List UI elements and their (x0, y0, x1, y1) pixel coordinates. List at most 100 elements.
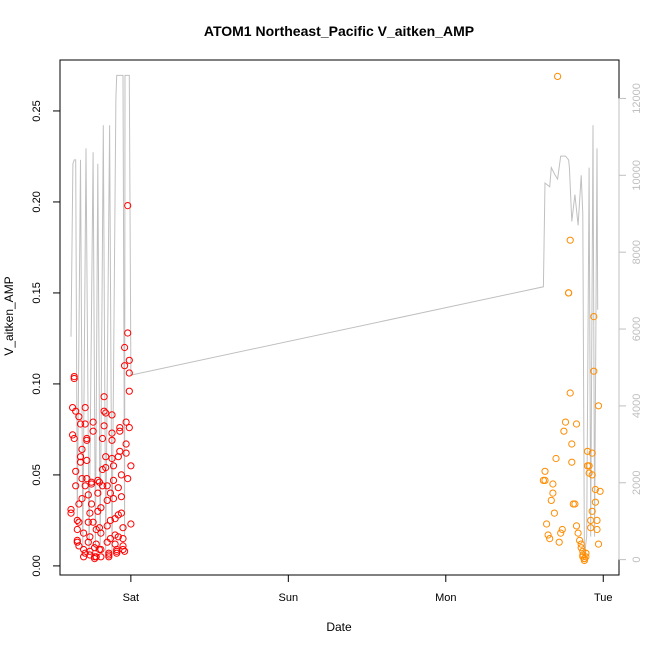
scatter-point-series-2 (588, 507, 596, 515)
scatter-point-series-1 (100, 407, 108, 415)
scatter-point-series-1 (84, 491, 92, 499)
scatter-point-series-2 (588, 449, 596, 457)
scatter-point-series-1 (98, 482, 107, 490)
scatter-point-series-2 (572, 522, 581, 530)
scatter-point-series-1 (81, 482, 89, 490)
scatter-point-series-1 (91, 555, 99, 563)
scatter-point-series-1 (97, 529, 105, 537)
scatter-point-series-1 (100, 422, 108, 430)
y2-tick-label: 8000 (631, 240, 643, 264)
scatter-point-series-1 (72, 482, 80, 490)
scatter-point-series-1 (78, 445, 86, 453)
scatter-point-series-2 (544, 531, 552, 539)
y-axis-right: 0 2000 4000 6000 8000 10000 12000 (618, 83, 643, 563)
scatter-point-series-1 (80, 545, 88, 554)
scatter-point-series-2 (582, 553, 590, 561)
scatter-point-series-1 (100, 393, 108, 401)
x-tick-label: Mon (435, 592, 456, 604)
scatter-point-series-1 (89, 518, 97, 526)
scatter-point-series-2 (543, 520, 551, 528)
scatter-point-series-2 (571, 500, 579, 508)
scatter-point-series-1 (84, 518, 92, 526)
scatter-point-series-2 (566, 236, 574, 244)
scatter-point-series-2 (546, 535, 554, 543)
scatter-point-series-1 (119, 524, 127, 532)
scatter-point-series-1 (83, 436, 91, 444)
x-axis-label: Date (326, 620, 352, 634)
scatter-point-series-1 (125, 356, 133, 364)
scatter-point-series-1 (75, 542, 83, 550)
scatter-point-series-2 (541, 467, 549, 475)
scatter-point-series-1 (121, 343, 129, 352)
scatter-point-series-1 (73, 525, 81, 534)
y2-tick-label: 4000 (631, 394, 643, 418)
scatter-point-series-2 (568, 440, 576, 448)
scatter-point-series-1 (89, 418, 97, 426)
scatter-point-series-2 (566, 389, 574, 397)
scatter-point-series-2 (582, 549, 590, 557)
scatter-point-series-1 (70, 434, 78, 443)
scatter-point-series-2 (561, 418, 570, 426)
scatter-point-series-1 (121, 547, 129, 555)
scatter-point-series-1 (124, 329, 132, 337)
scatter-point-series-1 (108, 454, 116, 463)
scatter-point-series-1 (127, 520, 135, 528)
scatter-point-series-1 (94, 489, 102, 497)
scatter-point-series-1 (124, 202, 132, 210)
x-tick-label: Tue (594, 592, 613, 604)
scatter-point-series-1 (119, 545, 127, 554)
plot-frame (59, 59, 620, 576)
scatter-point-series-1 (86, 547, 94, 555)
scatter-point-series-1 (81, 549, 89, 557)
scatter-point-series-1 (125, 387, 133, 395)
scatter-point-series-1 (76, 458, 85, 466)
scatter-point-series-2 (576, 536, 584, 545)
scatter-point-series-2 (547, 496, 555, 504)
y-tick-label: 0.00 (31, 555, 43, 576)
scatter-point-series-2 (594, 402, 603, 410)
scatter-point-series-1 (75, 518, 83, 526)
scatter-point-series-1 (73, 516, 81, 525)
scatter-point-series-1 (98, 434, 107, 443)
scatter-point-series-2 (557, 529, 565, 537)
scatter-point-series-1 (122, 449, 130, 457)
scatter-point-series-2 (590, 367, 598, 375)
line-series (70, 74, 599, 556)
scatter-point-series-2 (558, 525, 566, 534)
scatter-point-series-2 (572, 420, 581, 428)
scatter-point-series-1 (97, 553, 105, 561)
scatter-point-series-2 (560, 427, 568, 435)
y-tick-label: 0.20 (31, 191, 43, 212)
scatter-point-series-1 (108, 429, 116, 437)
scatter-point-series-2 (588, 471, 596, 479)
scatter-point-series-1 (97, 545, 105, 554)
scatter-point-series-1 (108, 436, 116, 444)
scatter-point-series-2 (583, 447, 592, 455)
scatter-point-series-2 (594, 540, 603, 548)
scatter-point-series-1 (76, 420, 85, 428)
scatter-point-series-1 (80, 529, 88, 537)
scatter-point-series-1 (103, 482, 111, 490)
scatter-point-series-2 (587, 524, 595, 532)
scatter-point-series-1 (116, 424, 124, 432)
scatter-point-series-1 (87, 500, 96, 508)
scatter-point-series-1 (81, 420, 89, 428)
y-tick-label: 0.05 (31, 464, 43, 485)
scatter-point-series-1 (106, 516, 115, 525)
scatter-point-series-1 (92, 540, 100, 548)
scatter-point-series-1 (91, 544, 99, 552)
scatter-point-series-1 (70, 374, 78, 383)
scatter-point-series-1 (109, 462, 118, 470)
scatter-point-series-1 (117, 493, 126, 501)
scatter-point-series-1 (116, 447, 124, 455)
scatter-point-series-1 (117, 509, 126, 517)
scatter-point-series-1 (116, 427, 124, 435)
scatter-point-series-1 (75, 413, 83, 421)
scatter-points (67, 72, 604, 565)
scatter-point-series-2 (593, 525, 601, 534)
scatter-point-series-1 (86, 509, 94, 517)
scatter-point-series-1 (106, 535, 115, 543)
scatter-point-series-1 (70, 373, 78, 381)
right-axis-line-series (70, 74, 599, 556)
